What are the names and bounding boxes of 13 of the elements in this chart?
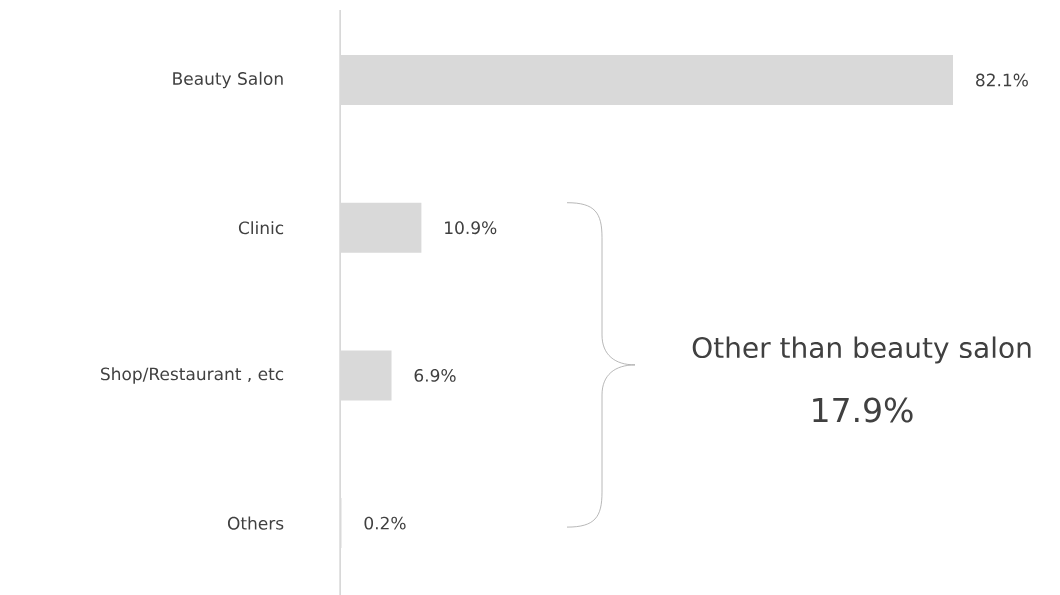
y-tick-label: Others [227,516,284,530]
data-label: 6.9% [414,368,456,382]
bar [340,202,422,253]
annotation: Other than beauty salon [692,336,1031,364]
bar [340,55,954,106]
y-tick-label: Shop/Restaurant , etc [101,367,284,384]
annotation: 17.9% [813,397,913,423]
y-tick-label: Clinic [238,221,284,235]
bar [340,350,392,401]
y-tick-label: Beauty Salon [173,71,283,89]
data-label: 10.9% [445,221,497,235]
data-label: 0.2% [364,516,406,530]
data-label: 82.1% [976,73,1028,87]
